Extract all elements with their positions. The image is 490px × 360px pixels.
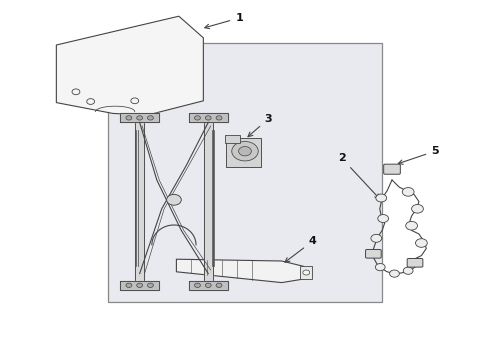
Circle shape [412, 204, 423, 213]
Circle shape [378, 215, 389, 222]
Circle shape [371, 234, 382, 242]
Polygon shape [176, 259, 304, 283]
FancyBboxPatch shape [366, 249, 381, 258]
Polygon shape [120, 281, 159, 290]
Polygon shape [189, 113, 228, 122]
Text: 4: 4 [285, 236, 317, 262]
Circle shape [406, 221, 417, 230]
FancyBboxPatch shape [300, 266, 312, 279]
Text: 5: 5 [398, 146, 439, 164]
Circle shape [402, 188, 414, 196]
Polygon shape [204, 122, 213, 281]
Circle shape [416, 239, 427, 247]
FancyBboxPatch shape [108, 43, 382, 302]
Circle shape [126, 116, 132, 120]
Circle shape [376, 194, 387, 202]
Circle shape [147, 116, 153, 120]
Circle shape [137, 116, 143, 120]
Circle shape [403, 267, 413, 274]
FancyBboxPatch shape [226, 138, 261, 167]
FancyBboxPatch shape [225, 135, 240, 143]
Polygon shape [135, 122, 144, 281]
Circle shape [216, 116, 222, 120]
Text: 2: 2 [338, 153, 379, 199]
Circle shape [303, 270, 310, 275]
Circle shape [205, 116, 211, 120]
Polygon shape [56, 16, 203, 115]
Circle shape [375, 264, 385, 271]
Text: 3: 3 [248, 114, 272, 137]
FancyBboxPatch shape [384, 164, 400, 174]
Text: 1: 1 [205, 13, 243, 29]
Circle shape [147, 283, 153, 287]
Circle shape [390, 270, 399, 277]
Circle shape [131, 98, 139, 104]
Circle shape [239, 147, 251, 156]
Circle shape [232, 141, 258, 161]
Polygon shape [189, 281, 228, 290]
Circle shape [137, 283, 143, 287]
Circle shape [205, 283, 211, 287]
Circle shape [126, 283, 132, 287]
Circle shape [72, 89, 80, 95]
Circle shape [195, 283, 200, 287]
FancyBboxPatch shape [407, 258, 423, 267]
Circle shape [195, 116, 200, 120]
Circle shape [87, 99, 95, 104]
Circle shape [167, 194, 181, 205]
Circle shape [216, 283, 222, 287]
Polygon shape [120, 113, 159, 122]
